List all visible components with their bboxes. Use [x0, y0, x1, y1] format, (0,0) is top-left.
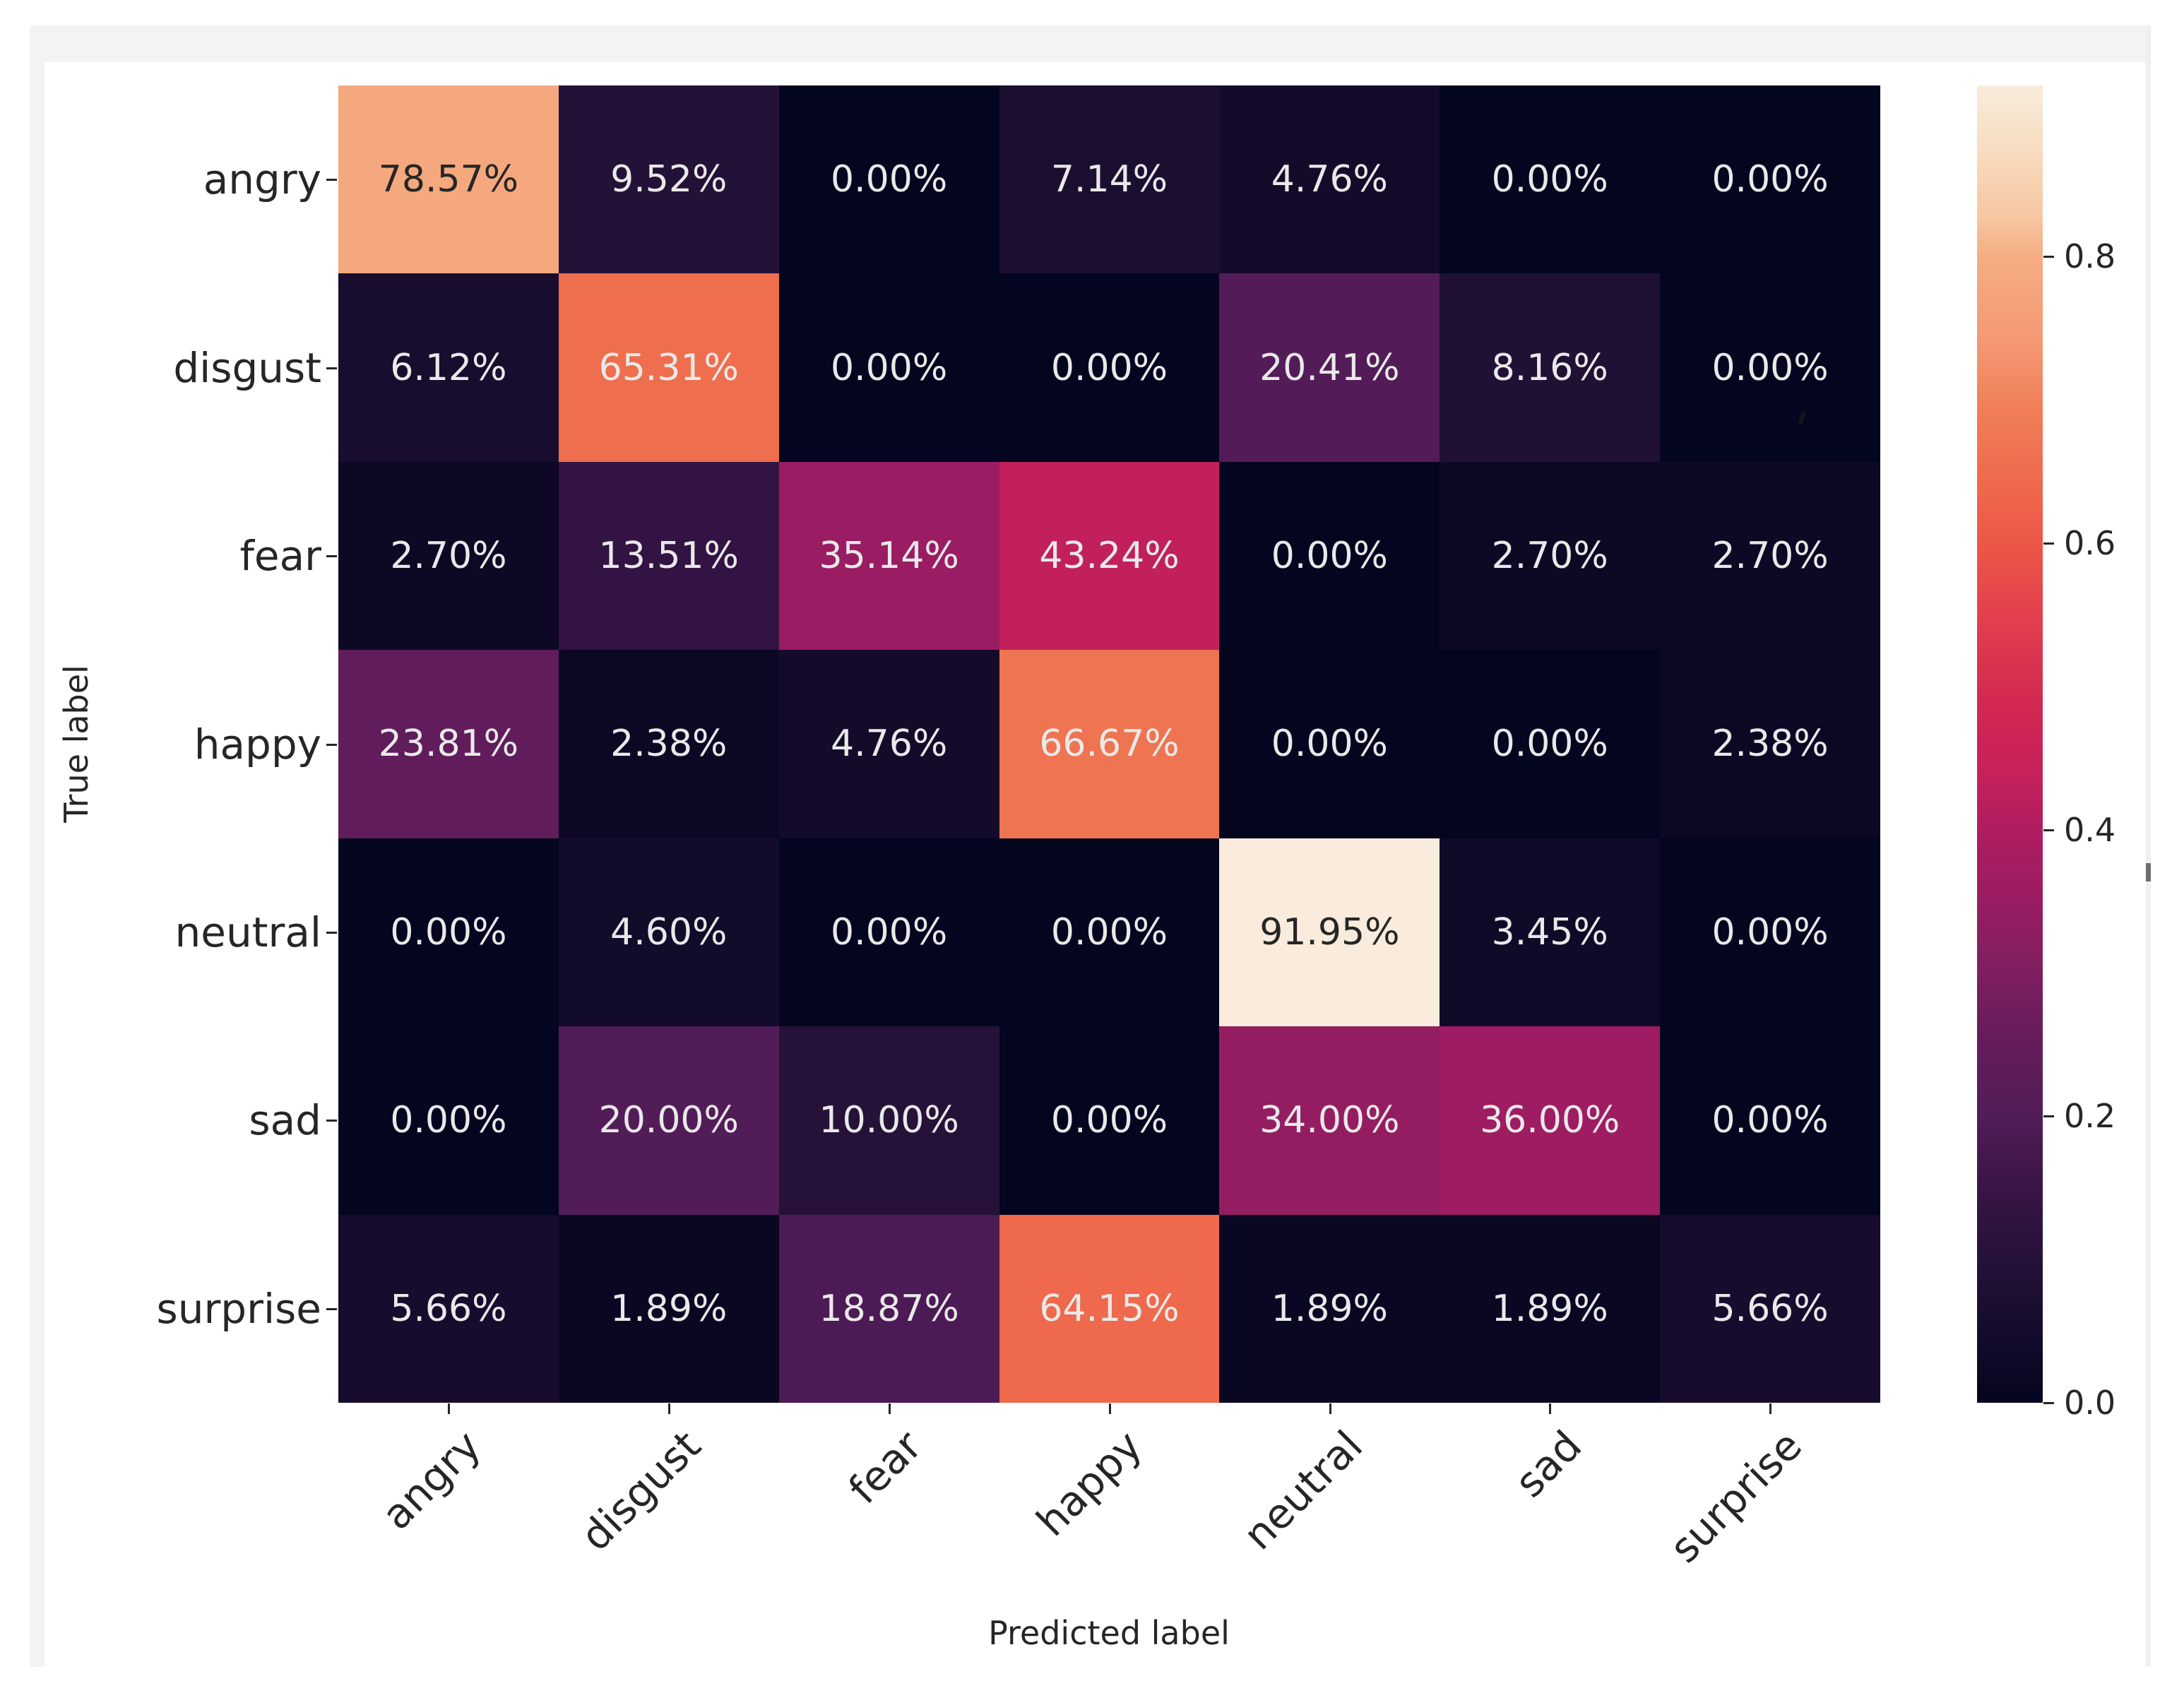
- scrollbar-track[interactable]: [2146, 25, 2151, 1666]
- heatmap-cell-fear-angry: 2.70%: [338, 461, 559, 651]
- heatmap-cell-disgust-fear: 0.00%: [778, 273, 999, 462]
- colorbar-tick-mark: [2043, 542, 2054, 545]
- heatmap-cell-surprise-surprise: 5.66%: [1660, 1214, 1880, 1403]
- heatmap-cell-fear-disgust: 13.51%: [558, 461, 779, 651]
- heatmap-cell-sad-disgust: 20.00%: [558, 1026, 779, 1215]
- x-tick-mark: [668, 1403, 670, 1414]
- heatmap-cell-surprise-neutral: 1.89%: [1219, 1214, 1440, 1403]
- heatmap-cell-sad-sad: 36.00%: [1440, 1026, 1661, 1215]
- heatmap-cell-angry-neutral: 4.76%: [1219, 85, 1440, 274]
- colorbar-tick-mark: [2043, 256, 2054, 259]
- x-tick-mark: [889, 1403, 891, 1414]
- confusion-matrix-heatmap: 78.57% 9.52% 0.00% 7.14% 4.76% 0.00% 0.00% 6.12…: [338, 85, 1880, 1403]
- x-tick-mark: [1769, 1403, 1771, 1414]
- y-tick-mark: [326, 1120, 337, 1122]
- heatmap-cell-disgust-sad: 8.16%: [1440, 273, 1661, 462]
- x-axis-title: Predicted label: [988, 1614, 1230, 1652]
- heatmap-cell-surprise-fear: 18.87%: [778, 1214, 999, 1403]
- heatmap-cell-sad-surprise: 0.00%: [1660, 1026, 1880, 1215]
- heatmap-cell-fear-happy: 43.24%: [999, 461, 1220, 651]
- colorbar-tick-mark: [2043, 829, 2054, 831]
- y-tick-label-surprise: surprise: [156, 1285, 321, 1333]
- heatmap-cell-surprise-sad: 1.89%: [1440, 1214, 1661, 1403]
- heatmap-cell-neutral-sad: 3.45%: [1440, 838, 1661, 1027]
- heatmap-cell-sad-neutral: 34.00%: [1219, 1026, 1440, 1215]
- heatmap-cell-angry-sad: 0.00%: [1440, 85, 1661, 274]
- scrollbar-thumb[interactable]: [2146, 863, 2151, 881]
- heatmap-cell-fear-neutral: 0.00%: [1219, 461, 1440, 651]
- y-tick-label-disgust: disgust: [173, 344, 321, 392]
- heatmap-cell-surprise-disgust: 1.89%: [558, 1214, 779, 1403]
- y-tick-label-neutral: neutral: [174, 908, 321, 956]
- colorbar-tick-label-0.2: 0.2: [2064, 1097, 2116, 1136]
- heatmap-cell-neutral-happy: 0.00%: [999, 838, 1220, 1027]
- y-tick-mark: [326, 555, 337, 557]
- heatmap-cell-disgust-disgust: 65.31%: [558, 273, 779, 462]
- heatmap-cell-neutral-neutral: 91.95%: [1219, 838, 1440, 1027]
- heatmap-cell-disgust-surprise: 0.00%: [1660, 273, 1880, 462]
- heatmap-cell-neutral-surprise: 0.00%: [1660, 838, 1880, 1027]
- heatmap-cell-angry-happy: 7.14%: [999, 85, 1220, 274]
- heatmap-cell-neutral-disgust: 4.60%: [558, 838, 779, 1027]
- heatmap-cell-surprise-happy: 64.15%: [999, 1214, 1220, 1403]
- y-axis-title: True label: [57, 665, 95, 823]
- heatmap-cell-angry-fear: 0.00%: [778, 85, 999, 274]
- y-tick-mark: [326, 1308, 337, 1310]
- y-tick-mark: [326, 179, 337, 181]
- heatmap-cell-angry-disgust: 9.52%: [558, 85, 779, 274]
- heatmap-cell-happy-sad: 0.00%: [1440, 650, 1661, 838]
- colorbar-tick-label-0.4: 0.4: [2064, 810, 2116, 849]
- heatmap-cell-sad-happy: 0.00%: [999, 1026, 1220, 1215]
- heatmap-cell-angry-surprise: 0.00%: [1660, 85, 1880, 274]
- heatmap-cell-fear-surprise: 2.70%: [1660, 461, 1880, 651]
- heatmap-cell-angry-angry: 78.57%: [338, 85, 559, 274]
- y-tick-label-happy: happy: [194, 720, 321, 768]
- heatmap-cell-happy-fear: 4.76%: [778, 650, 999, 838]
- colorbar-tick-mark: [2043, 1402, 2054, 1404]
- y-tick-mark: [326, 932, 337, 934]
- heatmap-cell-disgust-angry: 6.12%: [338, 273, 559, 462]
- heatmap-cell-surprise-angry: 5.66%: [338, 1214, 559, 1403]
- colorbar-tick-label-0.6: 0.6: [2064, 524, 2116, 563]
- heatmap-cell-happy-angry: 23.81%: [338, 650, 559, 838]
- y-tick-label-angry: angry: [203, 155, 321, 203]
- heatmap-cell-happy-happy: 66.67%: [999, 650, 1220, 838]
- x-tick-mark: [1329, 1403, 1331, 1414]
- heatmap-cell-happy-surprise: 2.38%: [1660, 650, 1880, 838]
- y-tick-mark: [326, 744, 337, 746]
- x-tick-mark: [1549, 1403, 1551, 1414]
- colorbar-tick-label-0.8: 0.8: [2064, 237, 2116, 276]
- heatmap-cell-fear-fear: 35.14%: [778, 461, 999, 651]
- heatmap-cell-disgust-neutral: 20.41%: [1219, 273, 1440, 462]
- heatmap-cell-neutral-fear: 0.00%: [778, 838, 999, 1027]
- heatmap-cell-happy-disgust: 2.38%: [558, 650, 779, 838]
- y-tick-label-sad: sad: [249, 1096, 321, 1144]
- heatmap-cell-happy-neutral: 0.00%: [1219, 650, 1440, 838]
- heatmap-cell-sad-angry: 0.00%: [338, 1026, 559, 1215]
- y-tick-mark: [326, 367, 337, 369]
- heatmap-cell-fear-sad: 2.70%: [1440, 461, 1661, 651]
- heatmap-cell-neutral-angry: 0.00%: [338, 838, 559, 1027]
- colorbar-tick-mark: [2043, 1115, 2054, 1118]
- heatmap-cell-disgust-happy: 0.00%: [999, 273, 1220, 462]
- colorbar-gradient: [1977, 85, 2043, 1403]
- x-tick-mark: [448, 1403, 450, 1414]
- x-tick-mark: [1109, 1403, 1111, 1414]
- heatmap-cell-sad-fear: 10.00%: [778, 1026, 999, 1215]
- colorbar-tick-label-0.0: 0.0: [2064, 1384, 2116, 1422]
- y-tick-label-fear: fear: [239, 532, 322, 580]
